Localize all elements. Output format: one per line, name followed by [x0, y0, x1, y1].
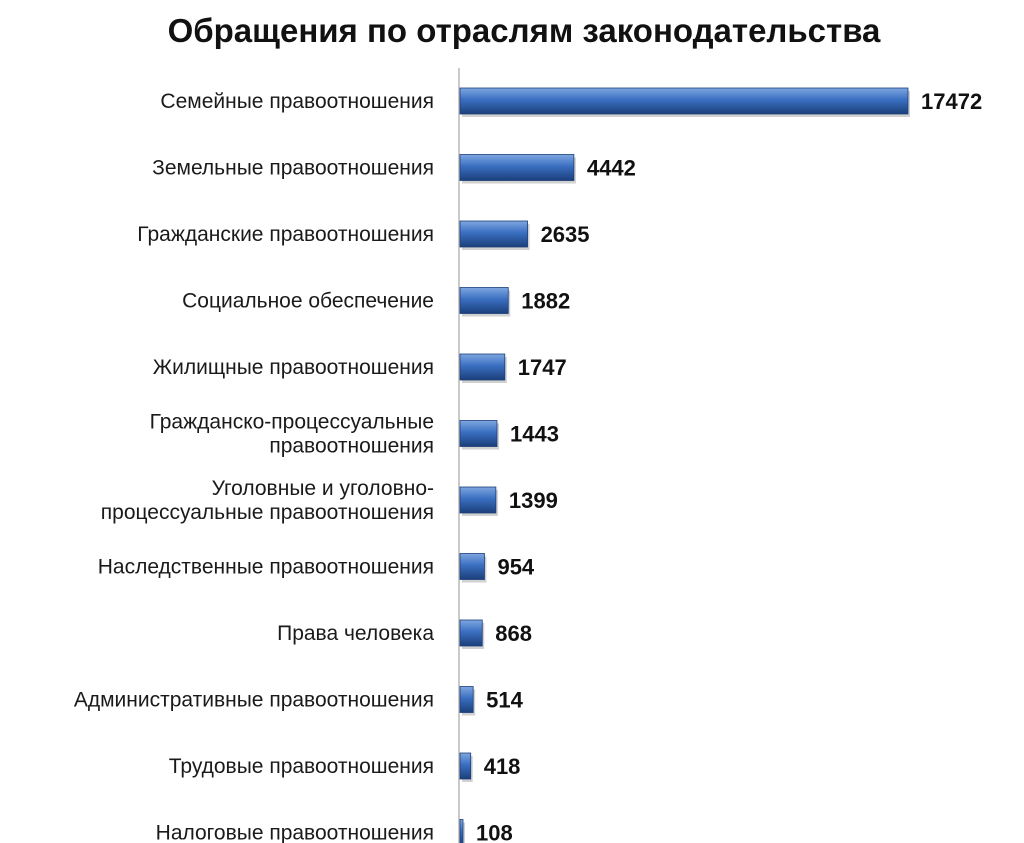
category-label: Жилищные правоотношения: [153, 356, 434, 379]
category-labels: Семейные правоотношения Земельные правоот…: [74, 90, 434, 843]
category-label: Административные правоотношения: [74, 689, 434, 712]
category-label: Права человека: [277, 622, 434, 645]
bar-shadow: [462, 822, 465, 843]
bar: [459, 819, 464, 843]
bar: [459, 220, 528, 248]
category-label-line: Гражданские правоотношения: [137, 223, 434, 246]
category-label-line: Гражданско-процессуальные: [150, 411, 434, 434]
bar: [459, 752, 472, 780]
category-label-line: Социальное обеспечение: [182, 290, 434, 313]
category-label-line: Налоговые правоотношения: [156, 822, 434, 843]
category-label: Социальное обеспечение: [182, 290, 434, 313]
category-label: Земельные правоотношения: [152, 157, 434, 180]
bar: [459, 353, 506, 381]
category-label-line: Семейные правоотношения: [160, 90, 434, 113]
value-label: 1399: [509, 488, 558, 513]
bars-layer: [459, 87, 910, 843]
value-label: 108: [476, 821, 513, 843]
category-label: Семейные правоотношения: [160, 90, 434, 113]
category-label: Наследственные правоотношения: [98, 556, 434, 579]
chart-title: Обращения по отраслям законодательства: [168, 12, 881, 49]
bar: [459, 553, 485, 580]
category-label-line: правоотношения: [269, 435, 434, 458]
category-label-line: Земельные правоотношения: [152, 157, 434, 180]
category-label-line: Уголовные и уголовно-: [212, 477, 434, 500]
category-label: Уголовные и уголовно-процессуальные прав…: [101, 477, 434, 524]
bar: [459, 154, 575, 181]
value-label: 954: [497, 555, 534, 580]
bar: [459, 420, 498, 447]
bar: [459, 287, 509, 314]
category-label-line: Трудовые правоотношения: [169, 755, 434, 778]
value-label: 17472: [921, 89, 982, 114]
value-label: 418: [484, 754, 521, 779]
value-label: 514: [486, 688, 523, 713]
category-label-line: Права человека: [277, 622, 434, 645]
bar: [459, 686, 474, 713]
value-label: 1443: [510, 422, 559, 447]
value-label: 2635: [541, 222, 590, 247]
category-label-line: Административные правоотношения: [74, 689, 434, 712]
bar: [459, 486, 497, 514]
category-label: Трудовые правоотношения: [169, 755, 434, 778]
category-label-line: Наследственные правоотношения: [98, 556, 434, 579]
bar: [459, 619, 483, 647]
bar: [459, 87, 909, 115]
category-label: Налоговые правоотношения: [156, 822, 434, 843]
category-label: Гражданские правоотношения: [137, 223, 434, 246]
value-label: 4442: [587, 156, 636, 181]
value-labels: 17472 4442 2635 1882 1747 1443 1399 954 868 514 41…: [476, 89, 982, 843]
value-label: 1747: [518, 355, 567, 380]
value-label: 868: [495, 621, 532, 646]
category-label: Гражданско-процессуальные правоотношения: [150, 411, 434, 458]
category-label-line: Жилищные правоотношения: [153, 356, 434, 379]
category-label-line: процессуальные правоотношения: [101, 501, 434, 524]
value-label: 1882: [521, 289, 570, 314]
